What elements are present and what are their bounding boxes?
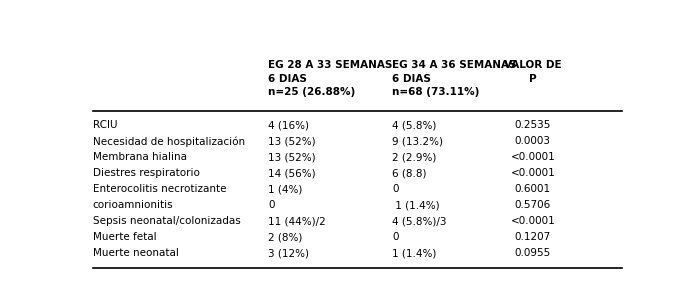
Text: Muerte fetal: Muerte fetal (93, 232, 156, 242)
Text: 0.2535: 0.2535 (514, 120, 551, 130)
Text: 0: 0 (392, 184, 399, 194)
Text: <0.0001: <0.0001 (510, 216, 555, 226)
Text: 4 (5.8%): 4 (5.8%) (392, 120, 437, 130)
Text: 2 (8%): 2 (8%) (268, 232, 302, 242)
Text: 11 (44%)/2: 11 (44%)/2 (268, 216, 325, 226)
Text: 9 (13.2%): 9 (13.2%) (392, 136, 443, 146)
Text: 0.5706: 0.5706 (514, 200, 551, 210)
Text: <0.0001: <0.0001 (510, 168, 555, 178)
Text: 1 (1.4%): 1 (1.4%) (392, 248, 437, 258)
Text: 14 (56%): 14 (56%) (268, 168, 316, 178)
Text: Muerte neonatal: Muerte neonatal (93, 248, 178, 258)
Text: Diestres respiratorio: Diestres respiratorio (93, 168, 199, 178)
Text: 2 (2.9%): 2 (2.9%) (392, 152, 437, 162)
Text: RCIU: RCIU (93, 120, 117, 130)
Text: 1 (4%): 1 (4%) (268, 184, 302, 194)
Text: 0: 0 (268, 200, 275, 210)
Text: Membrana hialina: Membrana hialina (93, 152, 187, 162)
Text: 3 (12%): 3 (12%) (268, 248, 309, 258)
Text: <0.0001: <0.0001 (510, 152, 555, 162)
Text: 4 (16%): 4 (16%) (268, 120, 309, 130)
Text: Sepsis neonatal/colonizadas: Sepsis neonatal/colonizadas (93, 216, 240, 226)
Text: 4 (5.8%)/3: 4 (5.8%)/3 (392, 216, 447, 226)
Text: 0.1207: 0.1207 (514, 232, 551, 242)
Text: Necesidad de hospitalización: Necesidad de hospitalización (93, 136, 245, 147)
Text: 0.0003: 0.0003 (515, 136, 551, 146)
Text: 6 (8.8): 6 (8.8) (392, 168, 427, 178)
Text: 13 (52%): 13 (52%) (268, 152, 316, 162)
Text: EG 28 A 33 SEMANAS
6 DIAS
n=25 (26.88%): EG 28 A 33 SEMANAS 6 DIAS n=25 (26.88%) (268, 60, 392, 98)
Text: 0.6001: 0.6001 (514, 184, 551, 194)
Text: 0: 0 (392, 232, 399, 242)
Text: VALOR DE
P: VALOR DE P (504, 60, 562, 84)
Text: 0.0955: 0.0955 (514, 248, 551, 258)
Text: EG 34 A 36 SEMANAS
6 DIAS
n=68 (73.11%): EG 34 A 36 SEMANAS 6 DIAS n=68 (73.11%) (392, 60, 516, 98)
Text: corioamnionitis: corioamnionitis (93, 200, 173, 210)
Text: 1 (1.4%): 1 (1.4%) (392, 200, 440, 210)
Text: 13 (52%): 13 (52%) (268, 136, 316, 146)
Text: Enterocolitis necrotizante: Enterocolitis necrotizante (93, 184, 226, 194)
